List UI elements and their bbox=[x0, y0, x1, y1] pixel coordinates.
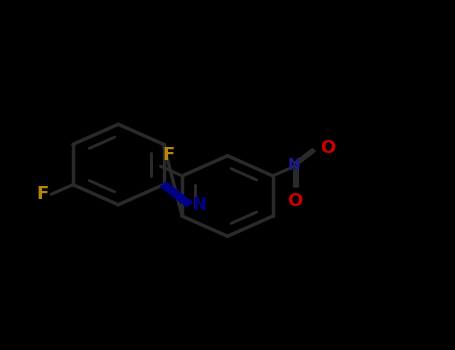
Text: F: F bbox=[163, 147, 175, 164]
Text: F: F bbox=[37, 185, 49, 203]
Text: N: N bbox=[193, 196, 207, 215]
Text: N: N bbox=[288, 158, 301, 173]
Text: O: O bbox=[320, 139, 335, 157]
Text: O: O bbox=[287, 192, 302, 210]
